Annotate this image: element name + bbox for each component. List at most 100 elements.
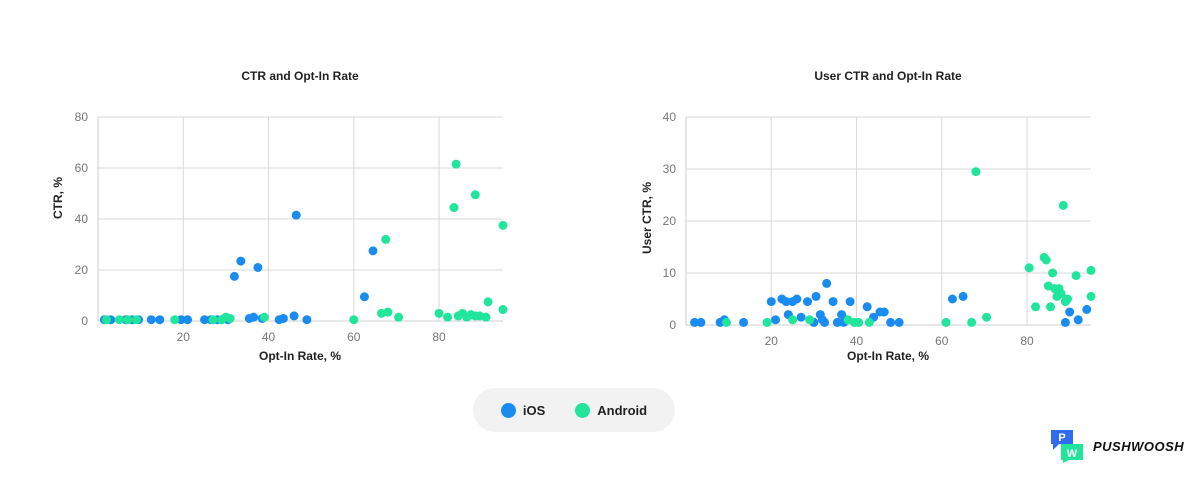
user-ctr-chart-android-point xyxy=(1048,268,1058,278)
pushwoosh-wordmark: PUSHWOOSH xyxy=(1093,438,1185,454)
user-ctr-chart-ios-point xyxy=(766,297,776,307)
user-ctr-chart-android-point xyxy=(971,167,981,177)
ctr-chart-points xyxy=(99,159,508,325)
ctr-chart-android-point xyxy=(259,312,269,322)
ctr-chart-android-point xyxy=(170,315,180,325)
user-ctr-chart-x-tick-label: 20 xyxy=(765,334,779,348)
legend-label-android: Android xyxy=(597,402,648,418)
user-ctr-chart-android-point xyxy=(1086,291,1096,301)
user-ctr-chart-y-tick-label: 30 xyxy=(663,162,677,176)
ctr-chart-android-point xyxy=(131,315,141,325)
user-ctr-chart-ios-point xyxy=(771,315,781,325)
user-ctr-chart-x-tick-label: 40 xyxy=(850,334,864,348)
ctr-chart-ios-point xyxy=(289,311,299,321)
user-ctr-chart-android-point xyxy=(1071,271,1081,281)
user-ctr-chart-android-point xyxy=(1046,302,1055,312)
ctr-chart-x-tick-label: 60 xyxy=(347,330,361,344)
user-ctr-chart-android-point xyxy=(788,315,798,325)
user-ctr-chart-android-point xyxy=(1041,255,1051,265)
user-ctr-chart-ios-point xyxy=(822,278,832,288)
user-ctr-chart-ios-point xyxy=(1073,315,1083,325)
user-ctr-chart-ios-point xyxy=(792,294,802,304)
legend-item-ios: iOS xyxy=(500,402,545,418)
user-ctr-chart-ios-point xyxy=(690,317,700,327)
user-ctr-chart-ios-point xyxy=(1082,304,1092,314)
ctr-chart-ios-point xyxy=(249,312,259,322)
user-ctr-chart-ios-point xyxy=(958,291,968,301)
ctr-chart-y-tick-label: 20 xyxy=(75,263,89,277)
user-ctr-chart-ios-point xyxy=(894,317,904,327)
ctr-chart-android-point xyxy=(481,312,491,322)
ctr-chart-x-tick-label: 20 xyxy=(177,330,191,344)
ctr-chart-y-tick-label: 0 xyxy=(81,314,88,328)
ctr-chart-android-point xyxy=(349,315,359,325)
ctr-chart-y-tick-label: 40 xyxy=(75,212,89,226)
ctr-chart-grid xyxy=(97,116,503,322)
user-ctr-chart-x-axis-label: Opt-In Rate, % xyxy=(847,349,929,363)
ctr-chart-ios-point xyxy=(155,315,165,325)
user-ctr-chart-y-tick-label: 40 xyxy=(663,110,677,124)
user-ctr-chart-y-tick-label: 10 xyxy=(663,266,677,280)
user-ctr-chart-ios-point xyxy=(947,294,957,304)
user-ctr-chart-ios-point xyxy=(811,291,821,301)
svg-text:W: W xyxy=(1067,448,1078,460)
user-ctr-chart-android-point xyxy=(1024,263,1034,273)
pushwoosh-logo-icon: P W xyxy=(1051,430,1083,463)
ctr-chart-android-point xyxy=(123,315,133,325)
svg-text:P: P xyxy=(1058,432,1065,444)
user-ctr-chart-android-point xyxy=(805,315,815,325)
ctr-chart-x-tick-label: 40 xyxy=(262,330,276,344)
user-ctr-chart-android-point xyxy=(1086,265,1096,275)
pushwoosh-brand: P W PUSHWOOSH xyxy=(1049,428,1184,464)
user-ctr-chart: User CTR and Opt-In Rate 0 10 20 30 40 20 40 60… xyxy=(640,69,1096,363)
ctr-chart-android-point xyxy=(394,312,404,322)
user-ctr-chart-ios-point xyxy=(781,297,791,307)
ctr-chart-ios-point xyxy=(359,292,369,302)
user-ctr-chart-title: User CTR and Opt-In Rate xyxy=(814,69,962,83)
user-ctr-chart-ios-point xyxy=(845,297,855,307)
ctr-chart-y-axis-label: CTR, % xyxy=(51,177,65,219)
ctr-chart-android-point xyxy=(102,315,112,325)
ctr-chart-ios-point xyxy=(200,315,210,325)
ctr-chart-ios-point xyxy=(278,313,288,323)
user-ctr-chart-android-point xyxy=(1056,289,1066,299)
legend-swatch-android xyxy=(575,402,591,418)
ctr-chart-android-point xyxy=(225,313,235,323)
ctr-chart-android-point xyxy=(114,315,124,325)
user-ctr-chart-android-point xyxy=(1058,200,1068,210)
ctr-chart-android-point xyxy=(383,307,393,317)
user-ctr-chart-ticks: 0 10 20 30 40 20 40 60 80 xyxy=(663,110,1034,348)
ctr-chart-ios-point xyxy=(253,262,263,272)
user-ctr-chart-android-point xyxy=(864,317,874,327)
user-ctr-chart-ios-point xyxy=(828,297,838,307)
ctr-chart-android-point xyxy=(208,315,218,325)
ctr-chart-android-point xyxy=(498,305,508,315)
user-ctr-chart-ios-point xyxy=(803,297,812,307)
ctr-chart-ticks: 0 20 40 60 80 20 40 60 80 xyxy=(75,110,446,344)
user-ctr-chart-android-point xyxy=(967,317,977,327)
user-ctr-chart-android-point xyxy=(854,317,864,327)
ctr-chart: CTR and Opt-In Rate 0 20 40 60 80 20 40 60 80 Op… xyxy=(51,69,508,363)
ctr-chart-ios-point xyxy=(176,315,186,325)
user-ctr-chart-android-point xyxy=(1031,302,1041,312)
user-ctr-chart-ios-point xyxy=(832,317,842,327)
user-ctr-chart-android-point xyxy=(941,317,951,327)
ctr-chart-android-point xyxy=(381,234,391,244)
legend-item-android: Android xyxy=(575,402,648,418)
user-ctr-chart-ios-point xyxy=(1065,307,1075,317)
ctr-chart-android-point xyxy=(498,220,508,230)
user-ctr-chart-ios-point xyxy=(879,307,889,317)
user-ctr-chart-y-tick-label: 20 xyxy=(663,214,677,228)
ctr-chart-android-point xyxy=(483,297,493,307)
ctr-chart-y-tick-label: 80 xyxy=(75,110,89,124)
user-ctr-chart-grid xyxy=(685,116,1091,326)
user-ctr-chart-x-tick-label: 60 xyxy=(935,334,949,348)
user-ctr-chart-android-point xyxy=(1063,294,1073,304)
ctr-chart-ios-point xyxy=(146,315,156,325)
user-ctr-chart-ios-point xyxy=(886,317,896,327)
ctr-chart-title: CTR and Opt-In Rate xyxy=(241,69,359,83)
user-ctr-chart-android-point xyxy=(722,317,731,327)
user-ctr-chart-ios-point xyxy=(696,317,706,327)
ctr-chart-y-tick-label: 60 xyxy=(75,161,89,175)
